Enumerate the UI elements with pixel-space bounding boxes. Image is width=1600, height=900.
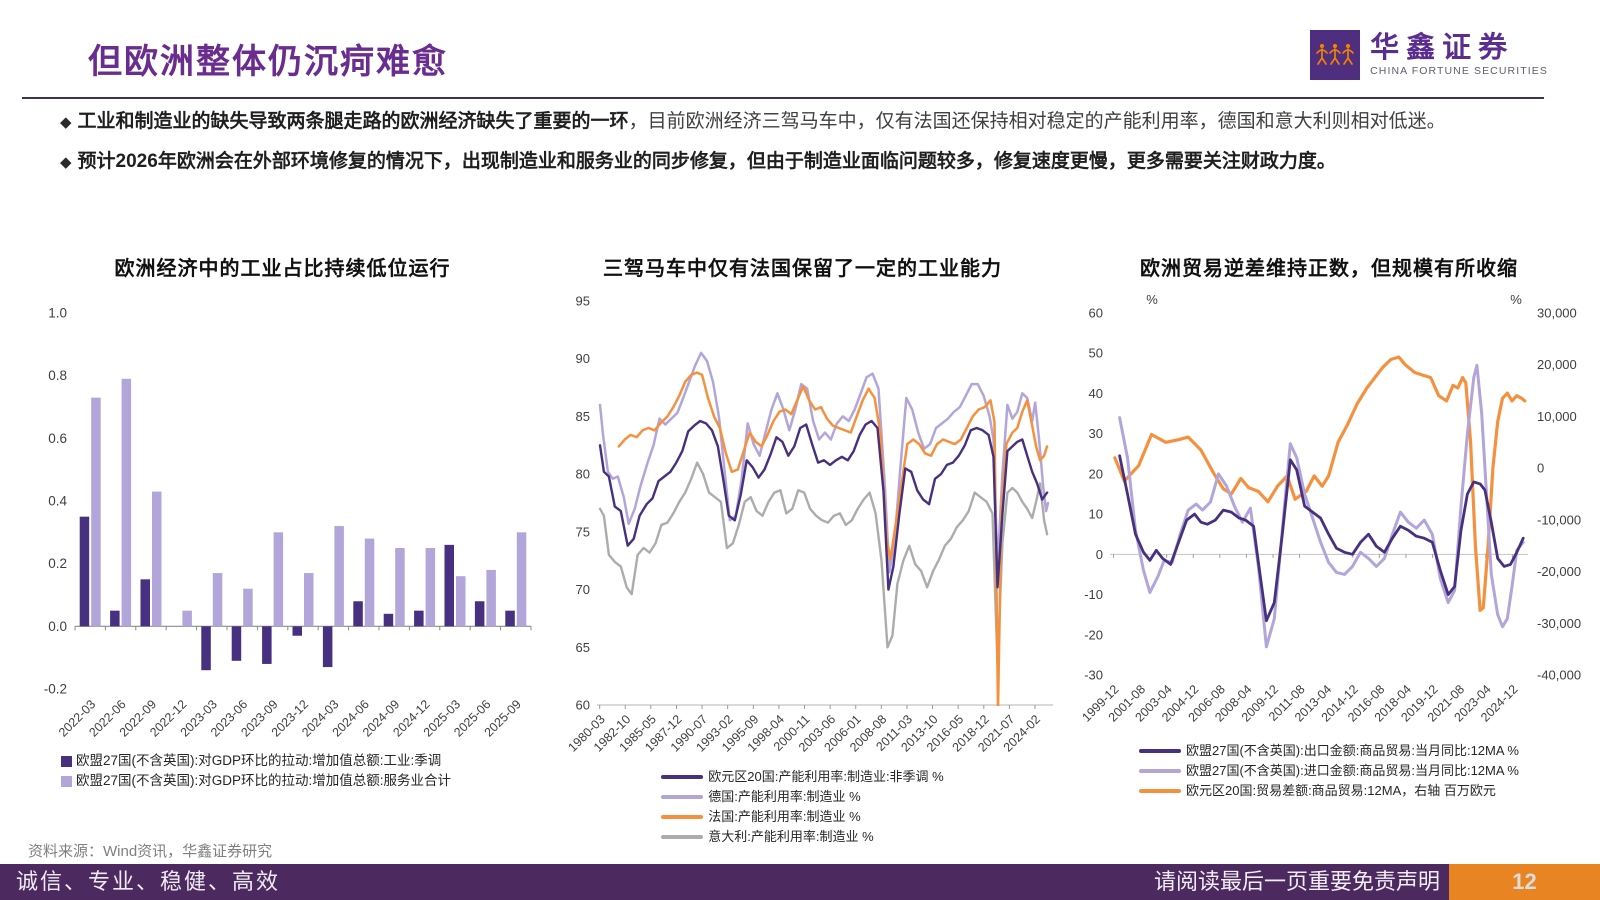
- svg-text:20: 20: [1089, 466, 1103, 481]
- svg-text:50: 50: [1089, 346, 1103, 361]
- svg-text:80: 80: [576, 467, 590, 482]
- legend-label: 意大利:产能利用率:制造业 %: [708, 829, 874, 844]
- legend-line-icon: [1139, 749, 1181, 753]
- chart2-legend: 欧元区20国:产能利用率:制造业:非季调 % 德国:产能利用率:制造业 % 法国:产…: [661, 769, 944, 845]
- diamond-icon: ◆: [60, 154, 72, 171]
- source-note: 资料来源：Wind资讯，华鑫证券研究: [28, 843, 273, 860]
- footer-disclaimer: 请阅读最后一页重要免责声明: [1153, 869, 1440, 894]
- title-divider: [22, 97, 1544, 99]
- diamond-icon: ◆: [60, 114, 72, 131]
- legend-label: 欧元区20国:贸易差额:商品贸易:12MA，右轴 百万欧元: [1186, 783, 1496, 798]
- legend-label: 欧盟27国(不含英国):对GDP环比的拉动:增加值总额:服务业合计: [76, 773, 452, 788]
- svg-text:%: %: [1510, 292, 1522, 307]
- legend-item: 欧盟27国(不含英国):进口金额:商品贸易:当月同比:12MA %: [1139, 763, 1519, 779]
- svg-text:30: 30: [1089, 426, 1103, 441]
- legend-label: 欧盟27国(不含英国):对GDP环比的拉动:增加值总额:工业:季调: [76, 753, 442, 768]
- legend-line-icon: [1139, 789, 1181, 793]
- chart-capacity-utilization: 三驾马车中仅有法国保留了一定的工业能力 95 90 85 80 75 70 65 60 1980…: [545, 253, 1060, 849]
- svg-text:85: 85: [576, 409, 590, 424]
- svg-text:1.0: 1.0: [48, 306, 67, 321]
- svg-text:-10,000: -10,000: [1537, 512, 1581, 527]
- svg-text:0: 0: [1537, 461, 1544, 476]
- svg-text:0.6: 0.6: [48, 431, 67, 446]
- svg-text:0.8: 0.8: [48, 368, 67, 383]
- svg-text:-10: -10: [1084, 587, 1103, 602]
- svg-text:0: 0: [1096, 547, 1103, 562]
- svg-text:75: 75: [576, 524, 590, 539]
- legend-label: 欧盟27国(不含英国):出口金额:商品贸易:当月同比:12MA %: [1186, 743, 1519, 758]
- chart3-title: 欧洲贸易逆差维持正数，但规模有所收缩: [1140, 258, 1518, 280]
- svg-text:-40,000: -40,000: [1537, 668, 1581, 683]
- legend-item: 意大利:产能利用率:制造业 %: [661, 829, 943, 845]
- svg-text:60: 60: [576, 698, 590, 713]
- legend-item: 法国:产能利用率:制造业 %: [661, 809, 943, 825]
- page-number: 12: [1449, 864, 1600, 900]
- svg-text:%: %: [1146, 292, 1158, 307]
- svg-text:-0.2: -0.2: [44, 682, 67, 697]
- legend-item: 欧盟27国(不含英国):对GDP环比的拉动:增加值总额:服务业合计: [61, 773, 540, 789]
- chart3-legend: 欧盟27国(不含英国):出口金额:商品贸易:当月同比:12MA % 欧盟27国(不…: [1139, 743, 1519, 799]
- legend-label: 欧盟27国(不含英国):进口金额:商品贸易:当月同比:12MA %: [1186, 763, 1519, 778]
- legend-item: 欧元区20国:产能利用率:制造业:非季调 %: [661, 769, 944, 785]
- line-chart-canvas: 95908580757065601980-031982-101985-05198…: [565, 294, 1053, 755]
- svg-text:70: 70: [576, 582, 590, 597]
- legend-label: 欧元区20国:产能利用率:制造业:非季调 %: [708, 769, 944, 784]
- svg-text:60: 60: [1089, 306, 1103, 321]
- slide-footer: 诚信、专业、稳健、高效 请阅读最后一页重要免责声明 12: [0, 864, 1600, 900]
- bullet-1-emphasis: 工业和制造业的缺失导致两条腿走路的欧洲经济缺失了重要的一环: [77, 111, 629, 132]
- legend-item: 欧盟27国(不含英国):出口金额:商品贸易:当月同比:12MA %: [1139, 743, 1519, 759]
- svg-text:30,000: 30,000: [1537, 306, 1577, 321]
- footer-slogan: 诚信、专业、稳健、高效: [16, 869, 281, 894]
- svg-text:10: 10: [1089, 507, 1103, 522]
- svg-text:40: 40: [1089, 386, 1103, 401]
- legend-line-icon: [661, 775, 704, 779]
- legend-line-icon: [661, 835, 704, 839]
- legend-item: 欧盟27国(不含英国):对GDP环比的拉动:增加值总额:工业:季调: [61, 753, 540, 769]
- svg-text:0.2: 0.2: [48, 556, 67, 571]
- svg-text:-30: -30: [1084, 668, 1103, 683]
- chart-industry-share: 欧洲经济中的工业占比持续低位运行 1.0 0.8 0.6 0.4 0.2 0.0 -0.2 2…: [25, 253, 540, 793]
- svg-text:0.0: 0.0: [48, 619, 67, 634]
- legend-swatch-icon: [61, 755, 72, 767]
- svg-text:65: 65: [576, 640, 590, 655]
- svg-text:20,000: 20,000: [1537, 357, 1577, 372]
- logo-name-cn: 华鑫证券: [1370, 32, 1515, 64]
- legend-line-icon: [661, 815, 704, 819]
- bar-chart-canvas: 1.00.80.60.40.20.0-0.22022-032022-062022…: [44, 306, 532, 740]
- svg-text:-20,000: -20,000: [1537, 564, 1581, 579]
- svg-text:-30,000: -30,000: [1537, 616, 1581, 631]
- svg-text:-20: -20: [1084, 627, 1103, 642]
- legend-line-icon: [661, 795, 704, 799]
- bullet-1: ◆ 工业和制造业的缺失导致两条腿走路的欧洲经济缺失了重要的一环，目前欧洲经济三驾马…: [60, 106, 1548, 138]
- bullet-2-emphasis: 预计2026年欧洲会在外部环境修复的情况下，出现制造业和服务业的同步修复，但由于…: [77, 151, 1336, 172]
- legend-item: 欧元区20国:贸易差额:商品贸易:12MA，右轴 百万欧元: [1139, 783, 1519, 799]
- svg-text:10,000: 10,000: [1537, 409, 1577, 424]
- chart1-title: 欧洲经济中的工业占比持续低位运行: [114, 258, 451, 280]
- page-title: 但欧洲整体仍沉疴难愈: [88, 43, 448, 81]
- svg-text:0.4: 0.4: [48, 494, 67, 509]
- svg-text:95: 95: [576, 294, 590, 309]
- legend-swatch-icon: [61, 775, 72, 787]
- logo-text: 华鑫证券 CHINA FORTUNE SECURITIES: [1370, 33, 1548, 77]
- legend-label: 法国:产能利用率:制造业 %: [708, 809, 861, 824]
- logo-name-en: CHINA FORTUNE SECURITIES: [1370, 65, 1548, 77]
- chart-trade-balance: 欧洲贸易逆差维持正数，但规模有所收缩 60 50 40 30 20 10 0 -10 -20 -3…: [1058, 253, 1600, 803]
- bullet-2: ◆ 预计2026年欧洲会在外部环境修复的情况下，出现制造业和服务业的同步修复，但由…: [60, 146, 1548, 178]
- svg-text:90: 90: [576, 351, 590, 366]
- company-logo: 华鑫证券 CHINA FORTUNE SECURITIES: [1310, 30, 1548, 80]
- legend-line-icon: [1139, 769, 1181, 773]
- chart1-legend: 欧盟27国(不含英国):对GDP环比的拉动:增加值总额:工业:季调 欧盟27国(不…: [25, 753, 540, 789]
- chart2-title: 三驾马车中仅有法国保留了一定的工业能力: [603, 258, 1002, 280]
- bullet-1-text: ，目前欧洲经济三驾马车中，仅有法国还保持相对稳定的产能利用率，德国和意大利则相对…: [628, 111, 1446, 132]
- dual-axis-line-chart-canvas: 60 50 40 30 20 10 0 -10 -20 -30 30,000 20,000 10,000…: [1079, 292, 1581, 725]
- summary-bullets: ◆ 工业和制造业的缺失导致两条腿走路的欧洲经济缺失了重要的一环，目前欧洲经济三驾马…: [60, 106, 1548, 186]
- logo-icon: [1310, 30, 1361, 80]
- legend-item: 德国:产能利用率:制造业 %: [661, 789, 943, 805]
- legend-label: 德国:产能利用率:制造业 %: [708, 789, 861, 804]
